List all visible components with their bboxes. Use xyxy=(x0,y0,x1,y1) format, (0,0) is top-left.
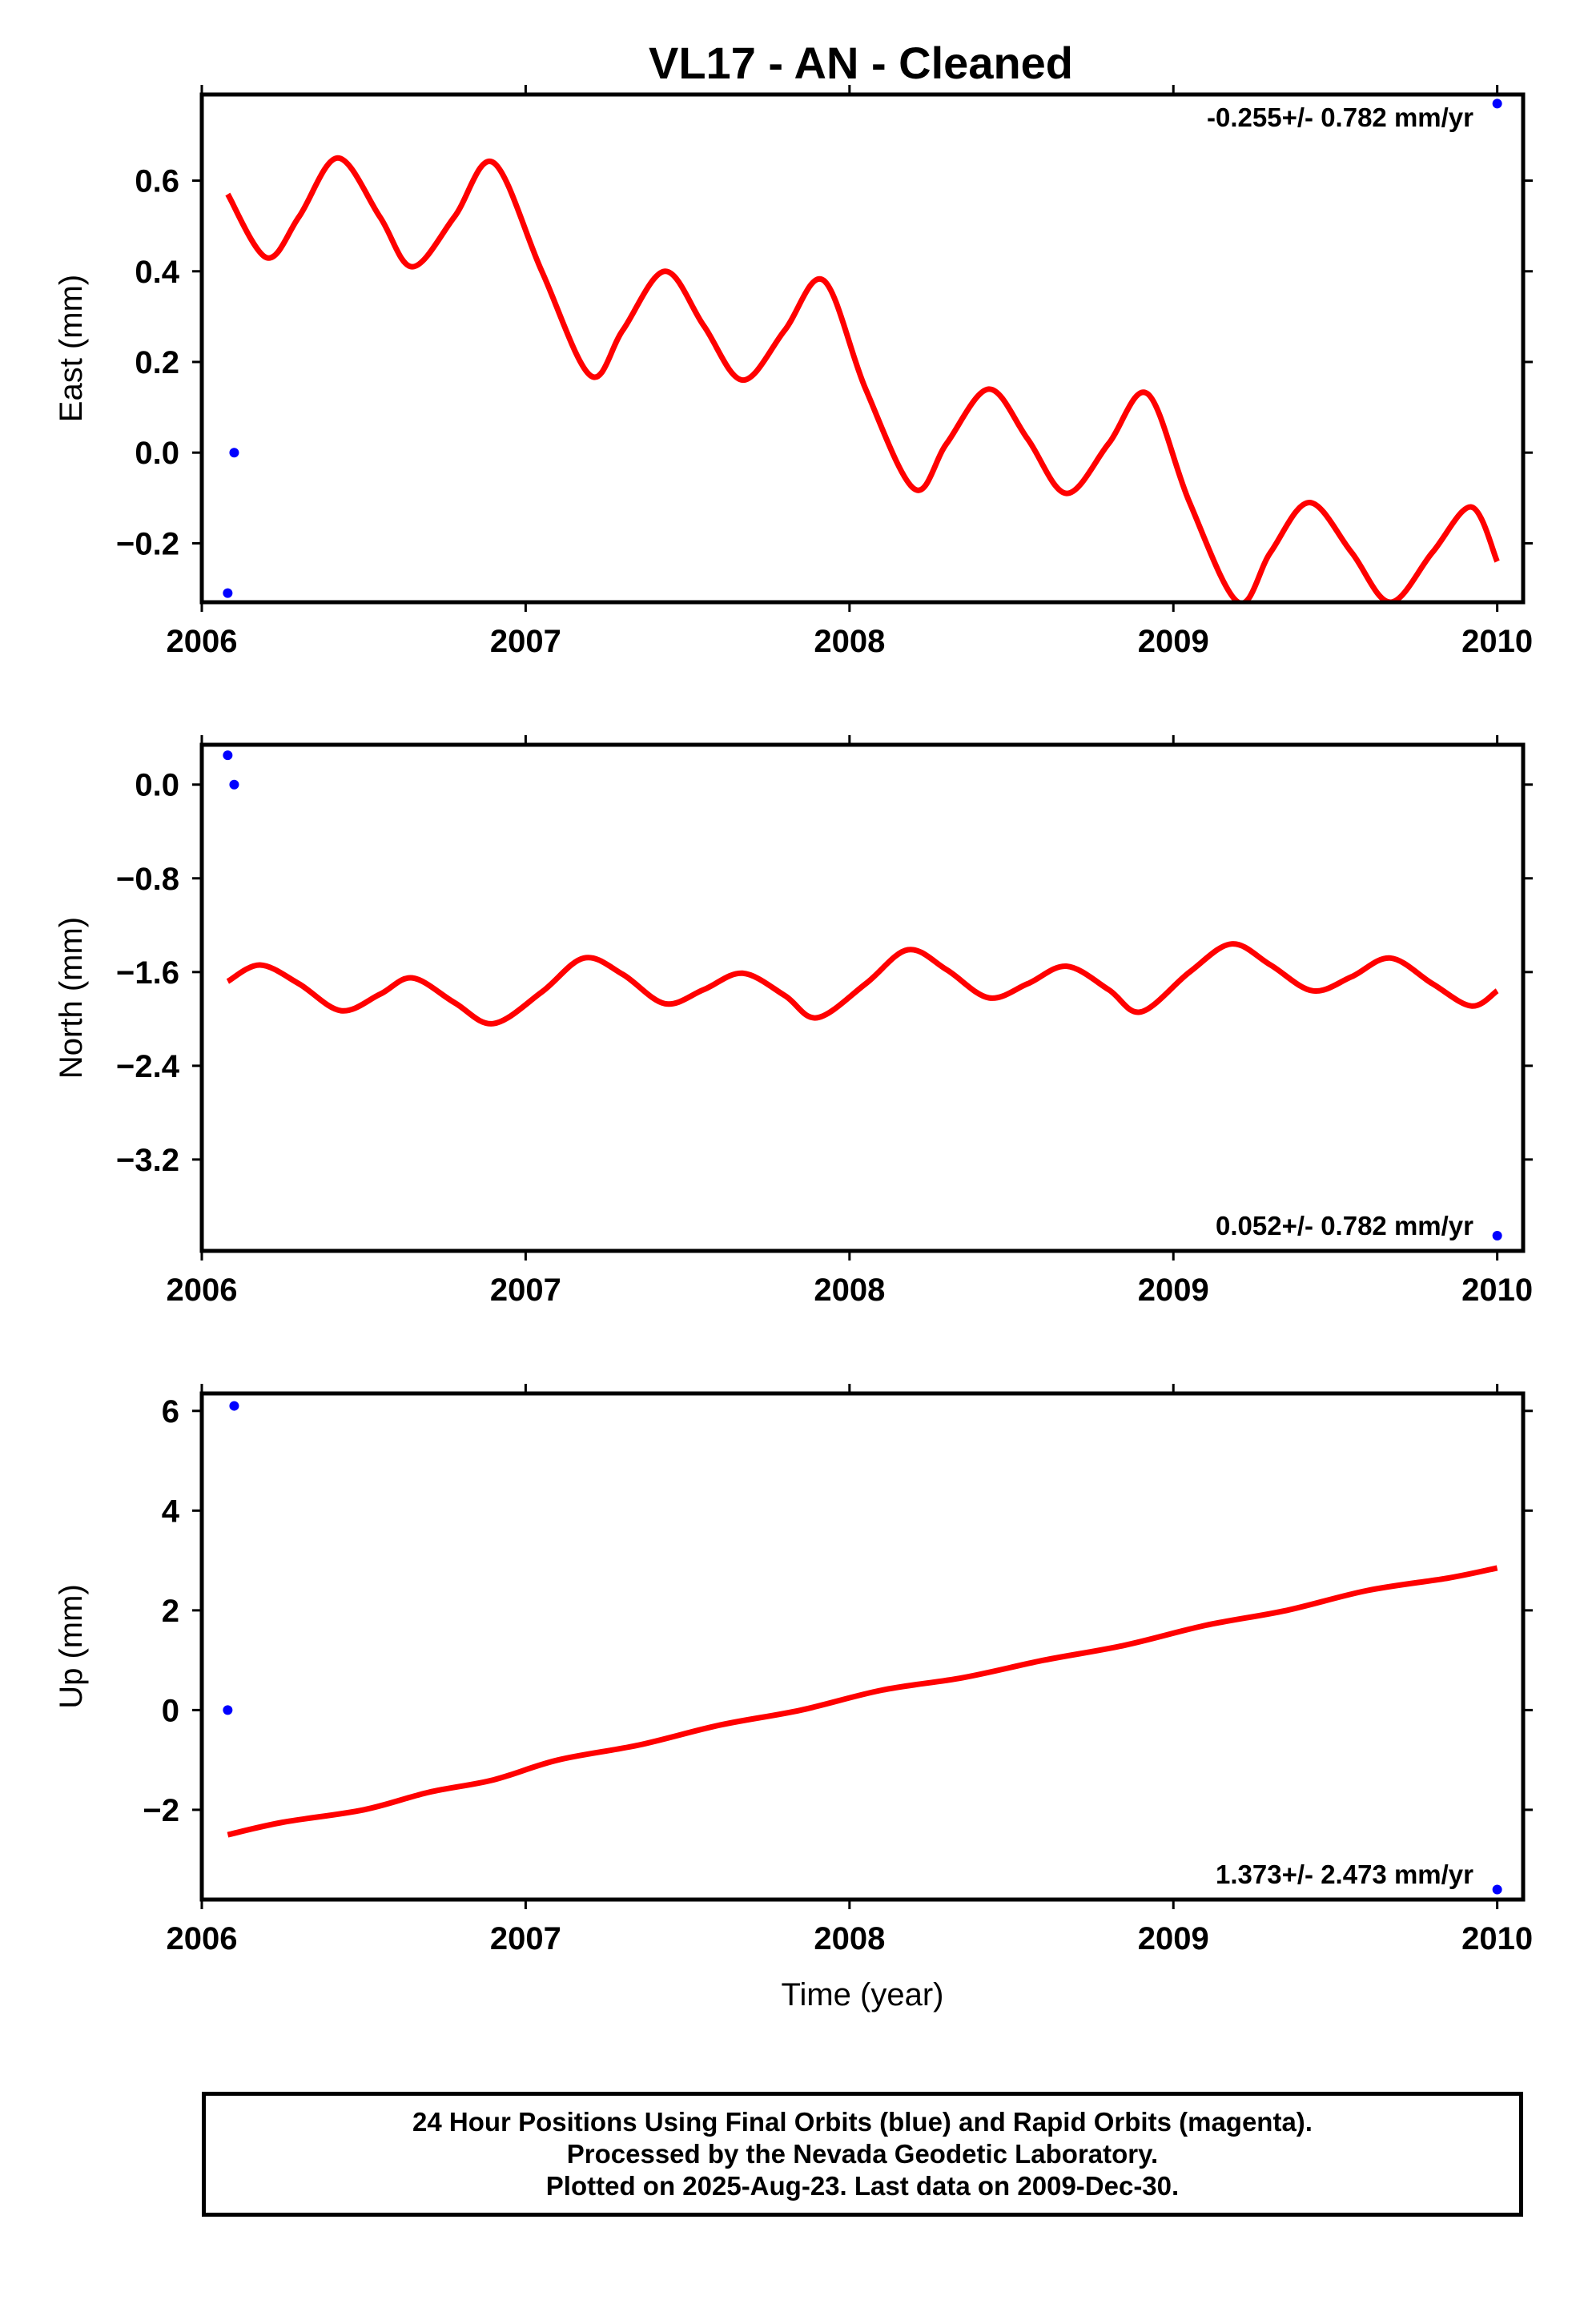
north-x-tick-label: 2008 xyxy=(814,1273,885,1308)
up-rate-label: 1.373+/- 2.473 mm/yr xyxy=(1216,1860,1473,1889)
east-model-line xyxy=(225,155,1500,602)
up-panel: 2006 2007 2008 2009 2010 −2 0 2 4 6 Up (mm) Time (y… xyxy=(54,1384,1533,2012)
up-y-tick-label: 6 xyxy=(162,1394,179,1429)
east-y-tick-label: 0.0 xyxy=(135,436,179,471)
east-panel: 2006 2007 2008 2009 2010 −0.2 0.0 0.2 0.4 0.6 East… xyxy=(54,85,1533,659)
east-y-tick-label: 0.4 xyxy=(135,255,179,290)
up-x-axis-label: Time (year) xyxy=(782,1977,944,2012)
up-x-tick-label: 2006 xyxy=(167,1921,238,1956)
footer-line-2: Processed by the Nevada Geodetic Laborat… xyxy=(566,2139,1159,2169)
east-y-tick-label: 0.2 xyxy=(135,345,179,380)
north-model-line xyxy=(226,941,1499,1027)
up-x-tick-label: 2009 xyxy=(1138,1921,1209,1956)
up-y-axis-label: Up (mm) xyxy=(54,1584,89,1709)
up-y-tick-label: −2 xyxy=(143,1793,179,1828)
east-x-tick-label: 2008 xyxy=(814,624,885,659)
up-data-point xyxy=(223,1705,233,1715)
up-model-line xyxy=(227,1565,1498,1838)
up-y-tick-label: 0 xyxy=(162,1693,179,1728)
east-frame xyxy=(199,92,1526,605)
east-y-tick-label: 0.6 xyxy=(135,164,179,199)
up-x-tick-label: 2010 xyxy=(1461,1921,1533,1956)
north-x-tick-label: 2009 xyxy=(1138,1273,1209,1308)
footer-line-1: 24 Hour Positions Using Final Orbits (bl… xyxy=(412,2107,1313,2137)
north-panel: 2006 2007 2008 2009 2010 −3.2 −2.4 −1.6 −0.8 0.0 N… xyxy=(54,735,1533,1308)
east-data-point xyxy=(229,448,239,458)
up-y-tick-label: 2 xyxy=(162,1594,179,1629)
north-rate-label: 0.052+/- 0.782 mm/yr xyxy=(1216,1211,1473,1240)
north-y-tick-label: −2.4 xyxy=(116,1049,180,1084)
north-y-tick-label: −0.8 xyxy=(116,862,179,897)
north-frame xyxy=(199,742,1526,1253)
up-x-tick-label: 2007 xyxy=(490,1921,561,1956)
north-x-tick-label: 2007 xyxy=(490,1273,561,1308)
footer-line-3: Plotted on 2025-Aug-23. Last data on 200… xyxy=(545,2171,1180,2201)
north-y-tick-label: −3.2 xyxy=(116,1143,179,1178)
north-x-tick-label: 2010 xyxy=(1461,1273,1533,1308)
up-frame xyxy=(199,1391,1526,1902)
up-data-point xyxy=(229,1401,239,1411)
footer-box: 24 Hour Positions Using Final Orbits (bl… xyxy=(202,2092,1523,2217)
up-data-point xyxy=(1492,1884,1502,1895)
east-rate-label: -0.255+/- 0.782 mm/yr xyxy=(1207,103,1473,132)
east-x-tick-label: 2010 xyxy=(1461,624,1533,659)
north-data-point xyxy=(223,750,233,761)
north-y-tick-label: −1.6 xyxy=(116,955,179,991)
east-y-tick-label: −0.2 xyxy=(116,526,179,561)
north-x-tick-label: 2006 xyxy=(167,1273,238,1308)
east-x-tick-label: 2006 xyxy=(167,624,238,659)
chart-title: VL17 - AN - Cleaned xyxy=(649,38,1073,88)
north-y-axis-label: North (mm) xyxy=(54,917,89,1079)
north-data-point xyxy=(229,779,239,790)
east-x-tick-label: 2007 xyxy=(490,624,561,659)
east-data-point xyxy=(1492,99,1502,109)
panels: 2006 2007 2008 2009 2010 −0.2 0.0 0.2 0.4 0.6 East… xyxy=(54,85,1533,2012)
east-x-tick-label: 2009 xyxy=(1138,624,1209,659)
north-y-tick-label: 0.0 xyxy=(135,768,179,803)
east-data-point xyxy=(223,588,233,598)
east-y-axis-label: East (mm) xyxy=(54,275,89,422)
up-x-tick-label: 2008 xyxy=(814,1921,885,1956)
up-y-tick-label: 4 xyxy=(162,1494,180,1529)
north-data-point xyxy=(1492,1230,1502,1240)
